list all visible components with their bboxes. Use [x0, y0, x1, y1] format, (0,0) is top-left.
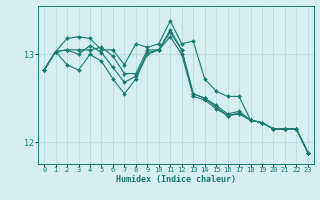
- X-axis label: Humidex (Indice chaleur): Humidex (Indice chaleur): [116, 175, 236, 184]
